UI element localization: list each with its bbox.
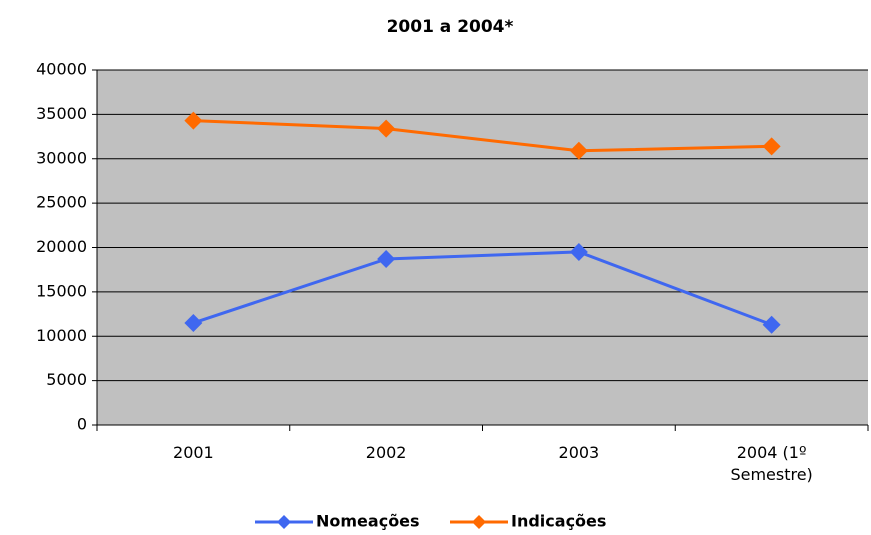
x-tick-label: 2001 [173, 443, 214, 462]
y-tick-label: 25000 [36, 193, 87, 212]
data-point [569, 242, 588, 261]
y-tick-label: 20000 [36, 237, 87, 256]
legend-marker [472, 515, 486, 529]
x-tick-label: 2004 (1º Semestre) [730, 443, 813, 484]
data-point [569, 141, 588, 160]
data-point [762, 315, 781, 334]
data-point [377, 250, 396, 269]
x-tick-label: 2002 [365, 443, 407, 462]
series-line [192, 250, 773, 327]
legend-marker [277, 515, 291, 529]
chart-title: 2001 a 2004* [387, 17, 514, 37]
y-tick-label: 35000 [36, 104, 87, 123]
legend-label: Indicações [511, 512, 606, 531]
y-tick-label: 10000 [36, 326, 87, 345]
y-tick-label: 30000 [36, 148, 87, 167]
data-point [184, 111, 203, 130]
y-tick-label: 5000 [46, 370, 87, 389]
y-tick-label: 15000 [36, 281, 87, 300]
data-point [377, 119, 396, 138]
series-line [193, 119, 772, 153]
y-tick-label: 0 [77, 415, 87, 434]
x-tick-label: 2003 [558, 443, 600, 462]
legend-label: Nomeações [316, 512, 420, 531]
data-point [762, 137, 781, 156]
data-point [184, 313, 203, 332]
y-tick-label: 40000 [36, 60, 87, 79]
